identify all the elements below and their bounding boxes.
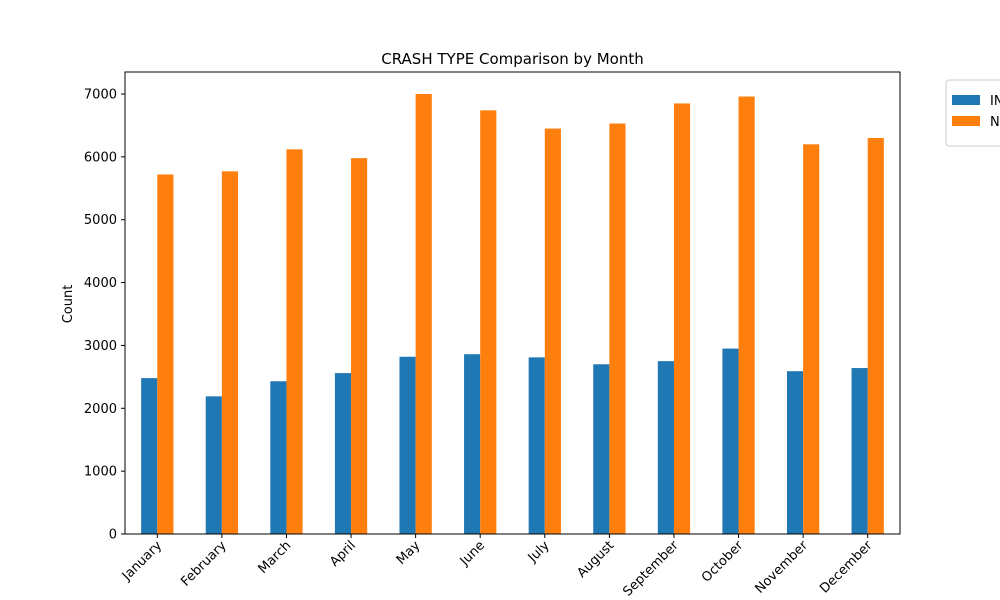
y-tick-label: 7000 [84,88,117,103]
bar-in-march [270,381,287,534]
legend-swatch [952,116,980,126]
bar-n-april [351,158,368,534]
y-axis-ticks: 0 1000 2000 3000 4000 5000 6000 7000 [84,88,125,543]
x-tick-label: December [817,538,876,597]
y-tick-label: 4000 [84,276,117,291]
y-tick-label: 3000 [84,339,117,354]
bar-n-november [803,144,820,535]
x-tick-label: November [753,538,812,597]
bar-in-november [786,371,804,534]
bar-n-october [738,96,755,534]
y-tick-label: 6000 [84,150,117,165]
bar-n-june [480,110,497,534]
bar-in-april [334,373,352,534]
bar-in-september [657,361,674,534]
bar-in-may [399,356,416,534]
x-tick-label: August [574,538,617,581]
bar-n-july [544,128,561,535]
x-tick-label: February [178,538,230,590]
y-tick-label: 1000 [84,465,117,480]
legend-label: IN [990,94,1000,109]
bar-in-october [722,348,739,534]
bar-in-july [528,357,545,534]
bar-in-january [141,378,158,534]
x-tick-label: June [457,538,488,569]
y-axis-label: Count [61,285,76,324]
x-tick-label: July [525,538,553,566]
bar-in-june [464,354,481,534]
x-tick-label: May [394,538,424,568]
x-tick-label: April [327,538,359,570]
x-tick-label: January [119,538,165,584]
bar-n-february [221,171,239,535]
bar-n-january [157,174,174,534]
legend: IN N [945,79,1000,147]
bar-n-may [415,94,432,534]
x-tick-label: March [256,538,295,577]
x-axis-ticks: January February March April May June July Augu… [119,534,876,600]
bars-layer [141,94,884,535]
bar-n-september [673,103,691,534]
legend-frame [945,79,1000,147]
chart-title: CRASH TYPE Comparison by Month [381,50,644,68]
bar-in-december [851,368,868,534]
bar-n-december [867,138,884,534]
bar-in-august [593,364,610,534]
x-tick-label: October [699,538,747,586]
plot-frame [124,71,901,535]
y-tick-label: 0 [109,528,117,543]
x-tick-label: September [620,538,682,600]
bar-n-march [286,149,303,535]
y-tick-label: 5000 [84,213,117,228]
bar-in-february [205,396,222,534]
legend-label: N [990,115,1000,130]
bar-n-august [609,123,626,535]
legend-swatch [952,95,980,105]
y-tick-label: 2000 [84,402,117,417]
